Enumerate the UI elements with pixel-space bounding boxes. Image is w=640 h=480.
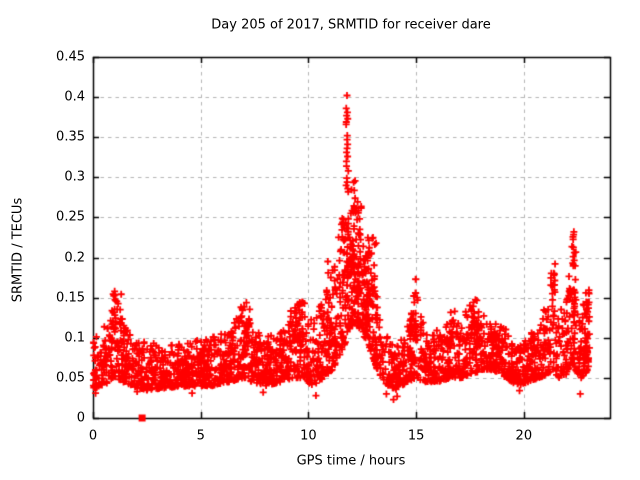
x-tick-label: 20 xyxy=(515,428,533,444)
x-axis-label: GPS time / hours xyxy=(296,453,406,469)
x-tick-label: 15 xyxy=(407,428,425,444)
chart-title: Day 205 of 2017, SRMTID for receiver dar… xyxy=(211,17,491,33)
y-tick-label: 0.3 xyxy=(64,169,85,185)
y-tick-label: 0.45 xyxy=(56,49,85,65)
y-axis-label: SRMTID / TECUs xyxy=(10,197,26,303)
y-tick-label: 0 xyxy=(76,410,85,426)
y-tick-label: 0.1 xyxy=(64,330,85,346)
y-tick-label: 0.05 xyxy=(56,370,85,386)
y-tick-label: 0.15 xyxy=(56,290,85,306)
y-tick-label: 0.4 xyxy=(64,89,85,105)
x-tick-label: 5 xyxy=(196,428,205,444)
y-tick-label: 0.2 xyxy=(64,250,85,266)
y-tick-label: 0.25 xyxy=(56,209,85,225)
x-tick-label: 10 xyxy=(300,428,317,444)
y-tick-label: 0.35 xyxy=(56,129,85,145)
x-tick-label: 0 xyxy=(88,428,98,444)
